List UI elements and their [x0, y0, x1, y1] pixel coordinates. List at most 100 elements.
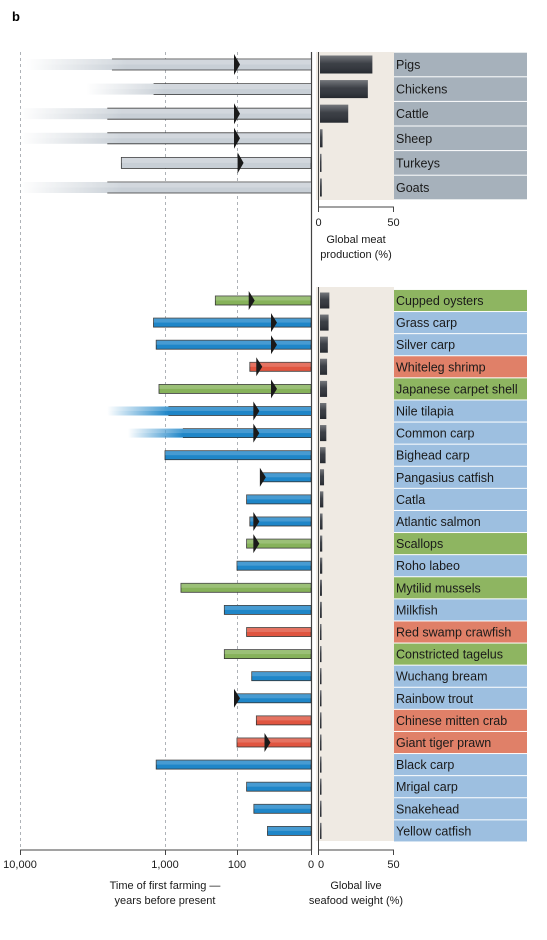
time-bar-scallops — [246, 538, 312, 549]
category-label-snakehead: Snakehead — [396, 802, 459, 816]
label-bg-silver-carp — [394, 334, 527, 356]
category-label-catla: Catla — [396, 493, 425, 507]
label-bg-whiteleg-shrimp — [394, 356, 527, 378]
meat-tick-label-0: 0 — [315, 217, 321, 229]
time-bar-shine-chickens — [86, 83, 311, 90]
category-label-black-carp: Black carp — [396, 758, 454, 772]
row-chinese-mitten-crab: Chinese mitten crab — [255, 709, 527, 731]
seafood-x-axis: 0 50 Global live seafood weight (%) — [309, 849, 403, 907]
time-bar-shine-goats — [20, 182, 311, 188]
row-chickens: Chickens — [86, 77, 527, 101]
time-bar-catla — [246, 494, 312, 505]
time-bar-shine-milkfish — [224, 605, 311, 610]
label-bg-chinese-mitten-crab — [394, 709, 527, 731]
production-bar-shine-atlantic-salmon — [320, 513, 323, 530]
arrow-marker-nile-tilapia — [253, 401, 260, 421]
category-label-pigs: Pigs — [396, 58, 420, 72]
production-bar-shine-sheep — [320, 129, 323, 148]
meat-chart: Pigs Chickens Cattle Sheep Turkeys Goats — [20, 52, 527, 200]
production-bar-shine-cattle — [320, 104, 349, 123]
time-axis-title-line1: Time of first farming — — [110, 880, 221, 892]
row-bighead-carp: Bighead carp — [164, 444, 527, 466]
category-label-cattle: Cattle — [396, 107, 429, 121]
production-bar-shine-turkeys — [320, 153, 322, 172]
row-snakehead: Snakehead — [253, 798, 527, 820]
category-label-constricted-tagelus: Constricted tagelus — [396, 648, 503, 662]
time-bar-shine-chinese-mitten-crab — [256, 715, 311, 721]
arrow-marker-silver-carp — [271, 335, 277, 355]
label-bg-turkeys — [394, 151, 527, 175]
row-pangasius-catfish: Pangasius catfish — [259, 466, 527, 488]
seafood-chart: Cupped oysters Grass carp Silver carp White… — [107, 289, 527, 842]
arrow-marker-grass-carp — [271, 313, 277, 333]
arrow-marker-rainbow-trout — [234, 688, 240, 708]
production-bar-shine-wuchang-bream — [320, 668, 322, 685]
category-label-whiteleg-shrimp: Whiteleg shrimp — [396, 360, 486, 374]
label-bg-cupped-oysters — [394, 289, 527, 312]
production-bar-shine-bighead-carp — [320, 447, 326, 464]
time-bar-wuchang-bream — [251, 671, 312, 682]
production-bar-shine-red-swamp-crawfish — [320, 624, 322, 640]
time-bar-shine-wuchang-bream — [251, 671, 311, 677]
time-bar-shine-red-swamp-crawfish — [246, 627, 311, 632]
row-roho-labeo: Roho labeo — [236, 555, 527, 577]
category-label-japanese-carpet-shell: Japanese carpet shell — [396, 382, 518, 396]
arrow-marker-pangasius-catfish — [259, 467, 266, 487]
time-bar-giant-tiger-prawn — [236, 737, 312, 748]
time-bar-shine-cattle — [20, 108, 311, 114]
row-rainbow-trout: Rainbow trout — [234, 687, 527, 709]
label-bg-roho-labeo — [394, 555, 527, 577]
time-bar-silver-carp — [155, 339, 312, 350]
arrow-marker-pigs — [234, 54, 240, 75]
time-bar-shine-scallops — [246, 539, 311, 544]
category-label-mrigal-carp: Mrigal carp — [396, 780, 458, 794]
production-bar-shine-constricted-tagelus — [320, 646, 322, 663]
time-bar-black-carp — [155, 759, 312, 770]
label-bg-scallops — [394, 533, 527, 555]
production-bar-shine-chinese-mitten-crab — [320, 712, 322, 729]
time-axis-title-line2: years before present — [115, 895, 216, 907]
category-label-pangasius-catfish: Pangasius catfish — [396, 471, 494, 485]
row-cupped-oysters: Cupped oysters — [214, 289, 527, 312]
row-silver-carp: Silver carp — [155, 334, 527, 356]
category-label-grass-carp: Grass carp — [396, 316, 457, 330]
seafood-production-panel — [316, 287, 394, 841]
label-bg-grass-carp — [394, 312, 527, 334]
category-label-wuchang-bream: Wuchang bream — [396, 670, 488, 684]
production-bar-shine-mytilid-mussels — [320, 579, 322, 596]
time-bar-shine-pangasius-catfish — [262, 472, 311, 478]
time-bar-mrigal-carp — [246, 781, 312, 792]
arrow-marker-cattle — [234, 103, 240, 125]
time-bar-shine-cupped-oysters — [215, 296, 311, 301]
label-bg-wuchang-bream — [394, 665, 527, 687]
panel-label: b — [12, 9, 20, 24]
arrow-marker-whiteleg-shrimp — [256, 357, 263, 377]
time-bar-shine-grass-carp — [153, 318, 311, 323]
row-red-swamp-crawfish: Red swamp crawfish — [246, 621, 527, 643]
time-x-axis: 10,000 1,000 100 0 Time of first farming… — [3, 849, 314, 907]
time-bar-bighead-carp — [164, 450, 312, 461]
time-bar-shine-yellow-catfish — [267, 826, 311, 831]
category-label-red-swamp-crawfish: Red swamp crawfish — [396, 626, 511, 640]
row-wuchang-bream: Wuchang bream — [251, 665, 527, 687]
production-bar-shine-whiteleg-shrimp — [320, 358, 328, 375]
label-bg-bighead-carp — [394, 444, 527, 466]
category-label-bighead-carp: Bighead carp — [396, 449, 470, 463]
label-bg-yellow-catfish — [394, 820, 527, 842]
time-bar-yellow-catfish — [267, 826, 312, 836]
label-bg-atlantic-salmon — [394, 510, 527, 533]
row-goats: Goats — [20, 175, 527, 200]
time-bar-shine-common-carp — [127, 428, 311, 434]
category-label-turkeys: Turkeys — [396, 156, 440, 170]
row-mytilid-mussels: Mytilid mussels — [180, 577, 527, 599]
time-bar-shine-rainbow-trout — [237, 693, 311, 699]
meat-production-panel — [316, 52, 394, 200]
production-bar-shine-yellow-catfish — [320, 822, 322, 839]
row-black-carp: Black carp — [155, 754, 527, 776]
row-pigs: Pigs — [26, 52, 527, 77]
category-label-rainbow-trout: Rainbow trout — [396, 692, 474, 706]
category-label-roho-labeo: Roho labeo — [396, 559, 460, 573]
label-bg-giant-tiger-prawn — [394, 731, 527, 754]
seafood-tick-label-50: 50 — [387, 859, 399, 871]
time-bar-mytilid-mussels — [180, 582, 312, 593]
